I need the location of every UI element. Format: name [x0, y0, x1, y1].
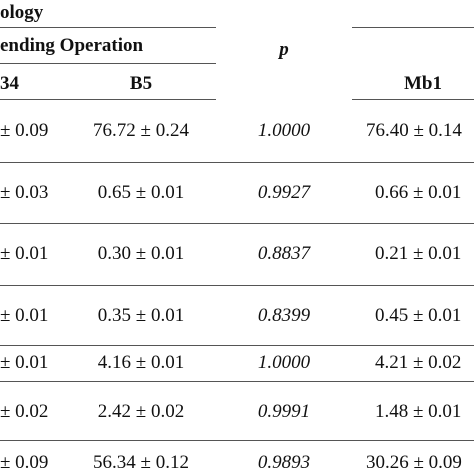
cell-mb1: 0.21 ± 0.01 [375, 243, 462, 264]
cell-p: 0.8837 [257, 243, 311, 264]
cell-p: 1.0000 [257, 120, 311, 141]
cell-b4: ± 0.01 [0, 243, 49, 264]
cell-mb1: 1.48 ± 0.01 [375, 401, 462, 422]
cell-b4: ± 0.01 [0, 305, 49, 326]
row-rule [0, 381, 474, 382]
cell-b5: 76.72 ± 0.24 [93, 120, 189, 141]
header-bottom-rule-right [352, 99, 474, 100]
cell-b4: ± 0.02 [0, 401, 49, 422]
header-group-fragment: ending Operation [0, 35, 144, 56]
header-top-fragment: ology [0, 2, 44, 23]
row-rule [0, 345, 474, 346]
cell-mb1: 0.45 ± 0.01 [375, 305, 462, 326]
cell-p: 0.9927 [257, 182, 311, 203]
cell-b5: 0.35 ± 0.01 [97, 305, 185, 326]
cell-b5: 56.34 ± 0.12 [93, 452, 189, 473]
row-rule [0, 285, 474, 286]
cell-b5: 0.30 ± 0.01 [97, 243, 185, 264]
cell-mb1: 0.66 ± 0.01 [375, 182, 462, 203]
row-rule [0, 223, 474, 224]
row-rule [0, 440, 474, 441]
cell-b5: 0.65 ± 0.01 [97, 182, 185, 203]
cell-p: 0.9991 [257, 401, 311, 422]
cell-b5: 2.42 ± 0.02 [97, 401, 185, 422]
header-bottom-rule-left [0, 99, 216, 100]
header-col-b5: B5 [129, 73, 153, 94]
header-rule-right [352, 27, 474, 28]
cell-p: 0.8399 [257, 305, 311, 326]
cell-b4: ± 0.01 [0, 352, 49, 373]
header-col-mb1: Mb1 [404, 73, 442, 94]
cell-p: 0.9893 [257, 452, 311, 473]
cell-b4: ± 0.09 [0, 120, 49, 141]
cell-b4: ± 0.09 [0, 452, 49, 473]
cell-mb1: 30.26 ± 0.09 [366, 452, 462, 473]
cell-mb1: 76.40 ± 0.14 [366, 120, 462, 141]
cell-mb1: 4.21 ± 0.02 [375, 352, 462, 373]
cell-b5: 4.16 ± 0.01 [97, 352, 185, 373]
cell-p: 1.0000 [257, 352, 311, 373]
header-p-label: p [279, 39, 289, 60]
header-col-b4: 34 [0, 73, 19, 94]
header-rule-left [0, 27, 216, 28]
cell-b4: ± 0.03 [0, 182, 49, 203]
group-rule [0, 63, 216, 64]
row-rule [0, 162, 474, 163]
